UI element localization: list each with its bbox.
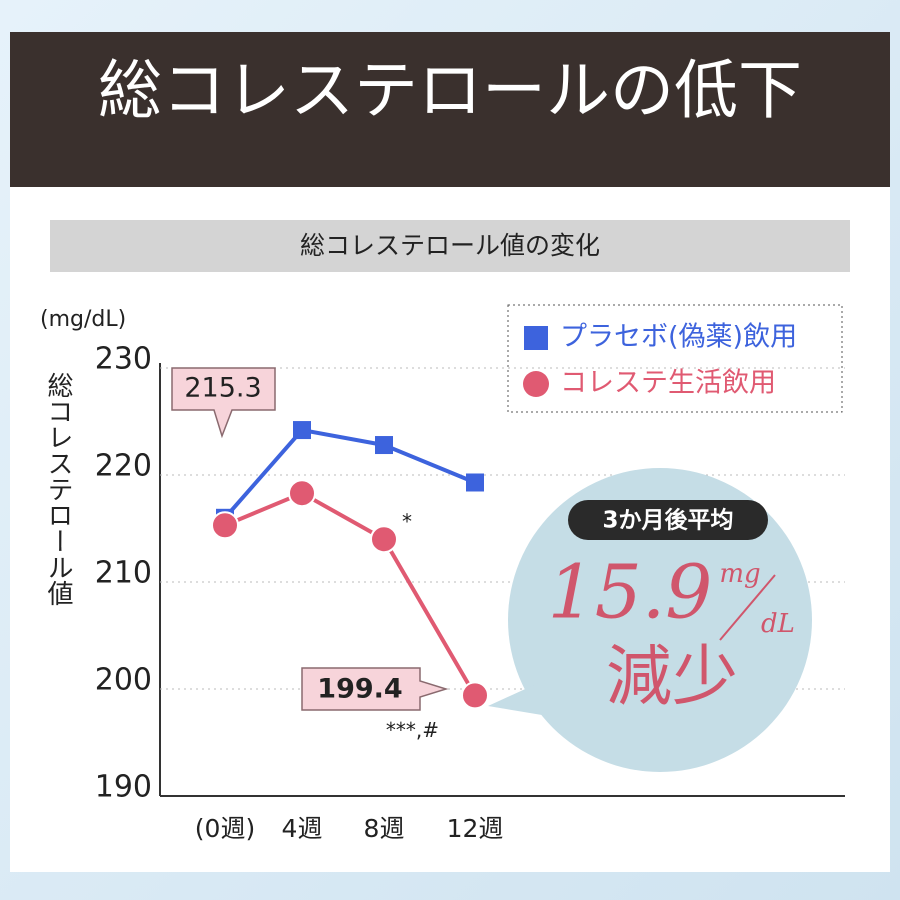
y-unit: (mg/dL) (40, 307, 126, 332)
callout-bubble (508, 468, 812, 772)
callout-unit-top: mg (719, 559, 760, 589)
callout-title: 3か月後平均 (602, 507, 733, 534)
value-callout-box (301, 667, 449, 711)
header-band (10, 32, 890, 187)
marker (466, 473, 484, 492)
callout-unit-slash (719, 574, 776, 641)
marker (293, 421, 311, 440)
x-tick-label: 12週 (447, 814, 504, 843)
marker (370, 525, 398, 554)
y-axis-label: 総コレステロール値 (43, 372, 73, 606)
legend-label: コレステ生活飲用 (560, 368, 776, 399)
x-tick-label: 8週 (364, 814, 405, 843)
annotation: ***,# (386, 718, 439, 742)
callout-text: 減少 (606, 638, 738, 715)
legend-marker (523, 371, 549, 397)
value-callout-box (171, 367, 276, 439)
annotation: * (402, 510, 412, 534)
legend-box (507, 304, 843, 413)
y-tick-label: 190 (95, 770, 152, 805)
callout-unit-bottom: dL (761, 609, 795, 639)
subtitle-bar (50, 220, 850, 272)
header-title: 総コレステロールの低下 (98, 55, 802, 129)
marker (375, 436, 393, 455)
x-tick-label: (0週) (195, 814, 255, 843)
callout-tail (488, 680, 560, 718)
chart-title: 総コレステロール値の変化 (300, 231, 600, 260)
marker (211, 511, 239, 540)
series-line (224, 490, 477, 697)
callout-title-pill (568, 500, 768, 540)
marker (461, 681, 489, 710)
value-label: 215.3 (184, 373, 261, 404)
series-line (223, 427, 476, 520)
y-tick-label: 230 (95, 342, 152, 377)
y-tick-label: 200 (95, 663, 152, 698)
y-tick-label: 220 (95, 449, 152, 484)
marker (288, 479, 316, 508)
legend-marker (524, 326, 548, 350)
legend-label: プラセボ(偽薬)飲用 (560, 322, 797, 353)
y-tick-label: 210 (95, 556, 152, 591)
callout-value: 15.9 (548, 549, 713, 635)
value-label: 199.4 (317, 674, 402, 705)
x-tick-label: 4週 (282, 814, 323, 843)
